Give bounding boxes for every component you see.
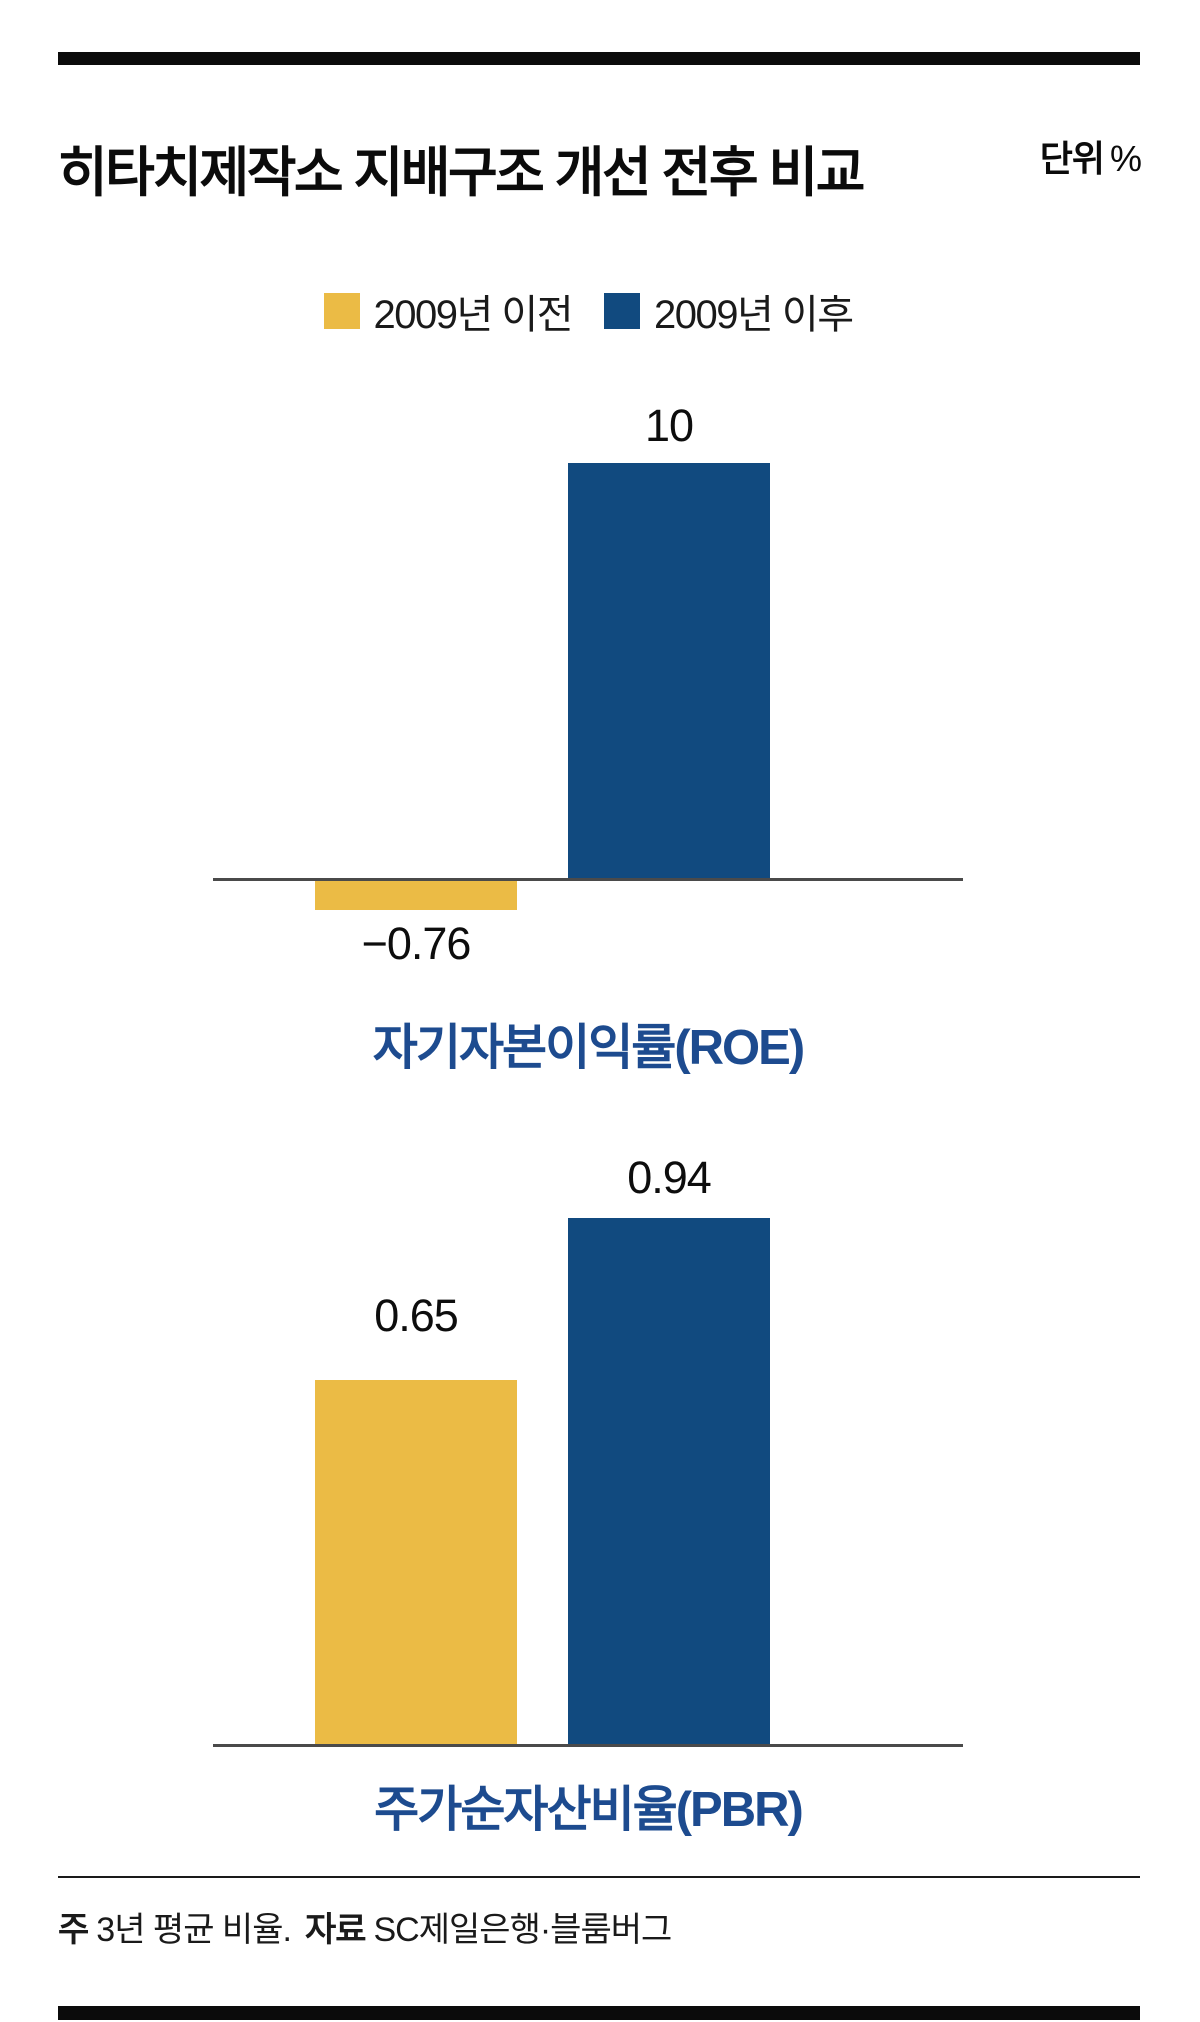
unit-label: 단위	[1039, 138, 1105, 179]
legend-item-after: 2009년 이후	[604, 282, 854, 340]
pbr-before-bar	[315, 1380, 517, 1744]
footnote-source-text: SC제일은행·블룸버그	[373, 1911, 673, 1949]
legend-item-before: 2009년 이전	[323, 282, 574, 340]
pbr-baseline-axis	[213, 1744, 963, 1747]
pbr-before-value-label: 0.65	[374, 1290, 459, 1341]
roe-after-value-label: 10	[644, 400, 694, 451]
chart-legend: 2009년 이전 2009년 이후	[213, 282, 963, 340]
unit-symbol: %	[1109, 138, 1142, 179]
pbr-axis-title: 주가순자산비율(PBR)	[374, 1783, 804, 1837]
roe-after-bar	[568, 463, 770, 878]
roe-chart: 10 −0.76	[213, 380, 963, 990]
pbr-chart: 0.94 0.65	[213, 1140, 963, 1760]
legend-label-after: 2009년 이후	[654, 293, 854, 337]
roe-baseline-axis	[213, 878, 963, 881]
pbr-after-value-label: 0.94	[627, 1152, 712, 1203]
page-title: 히타치제작소 지배구조 개선 전후 비교	[58, 143, 865, 204]
footnote-source-label: 자료	[304, 1911, 367, 1949]
footnote-note-text: 3년 평균 비율.	[96, 1911, 292, 1949]
footnote: 주 3년 평균 비율. 자료 SC제일은행·블룸버그	[58, 1902, 685, 1951]
roe-before-bar	[315, 881, 517, 910]
pbr-after-bar	[568, 1218, 770, 1744]
footer-accent-bar	[58, 2006, 1140, 2020]
footer-divider	[58, 1876, 1140, 1878]
unit-note: 단위%	[1040, 130, 1142, 182]
footnote-note-label: 주	[58, 1911, 89, 1949]
header-accent-bar	[58, 52, 1140, 65]
legend-label-before: 2009년 이전	[373, 293, 574, 337]
legend-swatch-after	[604, 293, 640, 329]
legend-swatch-before	[323, 293, 360, 329]
roe-axis-title: 자기자본이익률(ROE)	[372, 1021, 805, 1075]
roe-before-value-label: −0.76	[361, 918, 472, 969]
